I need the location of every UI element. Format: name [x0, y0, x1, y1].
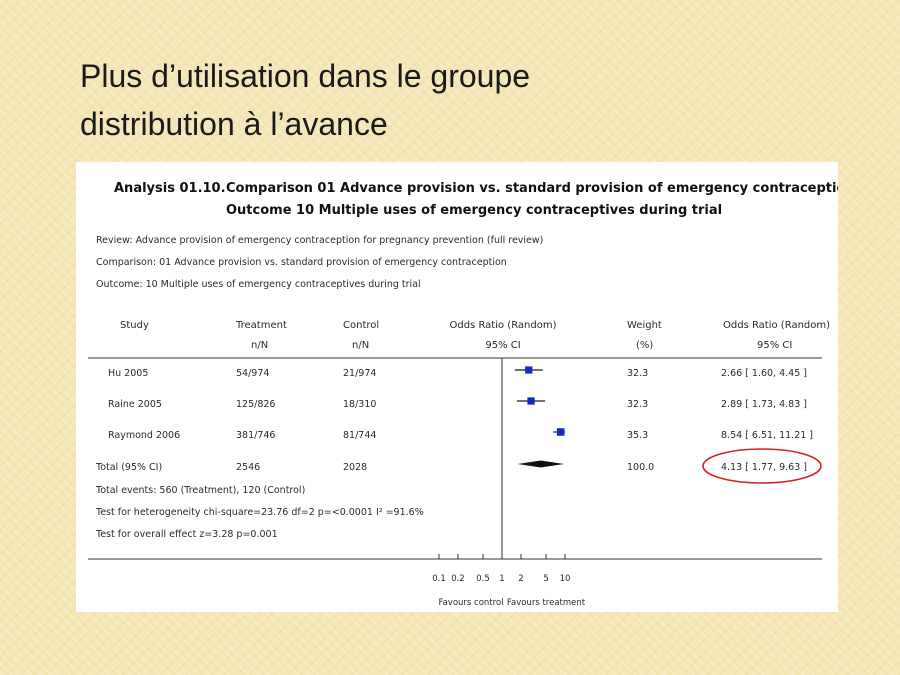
comparison-line: Comparison: 01 Advance provision vs. sta… — [96, 257, 507, 268]
col-treatment-sub: n/N — [251, 340, 268, 351]
total-treatment: 2546 — [236, 462, 260, 473]
slide-title-line-2: distribution à l’avance — [80, 106, 388, 142]
row-3-ci: 8.54 [ 6.51, 11.21 ] — [721, 430, 813, 441]
study-marker-3 — [556, 428, 565, 436]
overall-effect-test: Test for overall effect z=3.28 p=0.001 — [95, 529, 278, 540]
axis-tick-label-0.2: 0.2 — [451, 574, 465, 584]
col-or2-sub: 95% CI — [757, 340, 792, 351]
pooled-diamond — [517, 460, 564, 468]
analysis-label: Analysis 01.10. — [114, 181, 226, 196]
axis-tick-label-0.1: 0.1 — [432, 574, 446, 584]
heterogeneity-test: Test for heterogeneity chi-square=23.76 … — [95, 507, 424, 518]
row-3-treatment: 381/746 — [236, 430, 275, 441]
col-treatment: Treatment — [235, 320, 287, 331]
favours-control-label: Favours control — [438, 598, 503, 608]
analysis-heading-line-1: Comparison 01 Advance provision vs. stan… — [226, 181, 838, 196]
row-3-study: Raymond 2006 — [108, 430, 180, 441]
row-2-study: Raine 2005 — [108, 399, 162, 410]
axis-tick-label-2: 2 — [518, 574, 523, 584]
axis-tick-label-5: 5 — [543, 574, 548, 584]
axis-tick-label-1: 1 — [499, 574, 504, 584]
row-2-ci: 2.89 [ 1.73, 4.83 ] — [721, 399, 807, 410]
study-marker-2 — [527, 397, 535, 405]
row-1-treatment: 54/974 — [236, 368, 269, 379]
forest-plot-panel: Analysis 01.10. Comparison 01 Advance pr… — [76, 162, 838, 612]
row-3-weight: 35.3 — [627, 430, 648, 441]
row-3-control: 81/744 — [343, 430, 376, 441]
row-2-weight: 32.3 — [627, 399, 648, 410]
col-weight-sub: (%) — [636, 340, 653, 351]
row-2-control: 18/310 — [343, 399, 376, 410]
row-2-treatment: 125/826 — [236, 399, 275, 410]
row-1-ci: 2.66 [ 1.60, 4.45 ] — [721, 368, 807, 379]
col-or-sub: 95% CI — [485, 340, 520, 351]
total-ci: 4.13 [ 1.77, 9.63 ] — [721, 462, 807, 473]
col-control: Control — [343, 320, 379, 331]
analysis-heading-line-2: Outcome 10 Multiple uses of emergency co… — [226, 203, 722, 218]
total-events: Total events: 560 (Treatment), 120 (Cont… — [95, 485, 305, 496]
axis-tick-label-0.5: 0.5 — [476, 574, 490, 584]
total-study: Total (95% CI) — [95, 462, 162, 473]
col-control-sub: n/N — [352, 340, 369, 351]
col-or: Odds Ratio (Random) — [449, 320, 556, 331]
favours-treatment-label: Favours treatment — [507, 598, 586, 608]
slide-title: Plus d’utilisation dans le groupe distri… — [80, 52, 840, 148]
row-1-control: 21/974 — [343, 368, 376, 379]
row-1-study: Hu 2005 — [108, 368, 148, 379]
axis-tick-label-10: 10 — [560, 574, 571, 584]
study-marker-1 — [525, 366, 533, 374]
total-weight: 100.0 — [627, 462, 654, 473]
slide-title-line-1: Plus d’utilisation dans le groupe — [80, 58, 531, 94]
total-control: 2028 — [343, 462, 367, 473]
row-1-weight: 32.3 — [627, 368, 648, 379]
review-line: Review: Advance provision of emergency c… — [96, 235, 543, 246]
highlight-ellipse — [702, 448, 822, 484]
col-study: Study — [120, 320, 149, 331]
col-or2: Odds Ratio (Random) — [723, 320, 830, 331]
outcome-line: Outcome: 10 Multiple uses of emergency c… — [96, 279, 421, 290]
col-weight: Weight — [627, 320, 662, 331]
forest-plot-svg: Analysis 01.10. Comparison 01 Advance pr… — [88, 181, 838, 608]
forest-plot-marks: 0.1 0.2 0.5 1 2 5 10 — [432, 358, 570, 584]
